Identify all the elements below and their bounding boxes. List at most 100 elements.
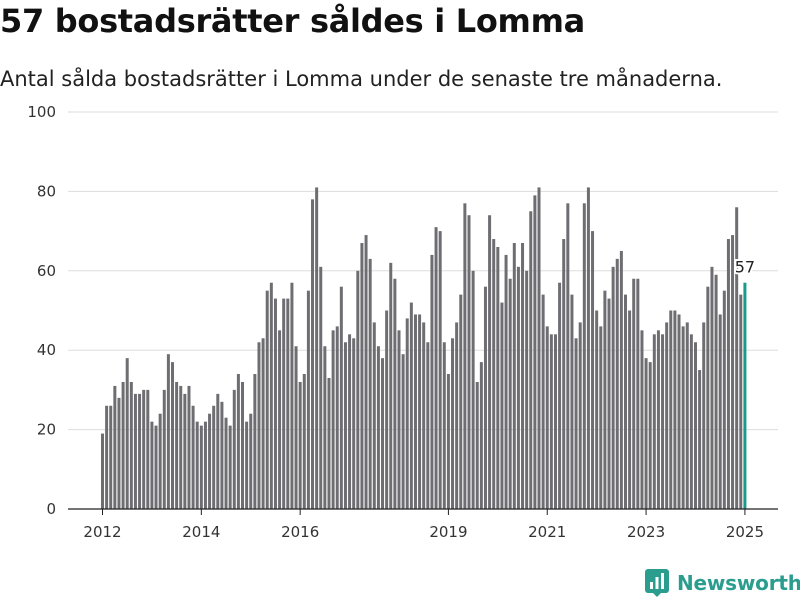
bar <box>117 397 121 509</box>
bar <box>125 358 129 509</box>
bar <box>315 187 319 509</box>
bar <box>393 278 397 509</box>
bar <box>438 231 442 509</box>
bar <box>364 235 368 509</box>
newsworthy-logo-icon <box>645 569 669 597</box>
bar <box>368 258 372 509</box>
bar <box>739 294 743 509</box>
bar <box>158 413 162 509</box>
bar <box>335 326 339 509</box>
bar <box>261 338 265 509</box>
bar <box>294 346 298 509</box>
bar-chart: 0 20 40 60 80 100 2012 2014 2016 2019 2021 2023 202… <box>27 103 778 541</box>
bar <box>405 318 409 509</box>
bar <box>228 425 232 509</box>
bar <box>463 203 467 509</box>
x-tick-label: 2012 <box>83 523 121 541</box>
bar <box>661 334 665 509</box>
bar <box>265 290 269 509</box>
bar <box>179 385 183 509</box>
bar <box>133 393 137 509</box>
y-axis-ticks: 0 20 40 60 80 100 <box>27 103 56 518</box>
bar <box>220 401 224 509</box>
bar <box>434 227 438 509</box>
bar <box>203 421 207 509</box>
bar <box>566 203 570 509</box>
bar <box>343 342 347 509</box>
bar <box>319 266 323 509</box>
bar <box>442 342 446 509</box>
bar <box>372 322 376 509</box>
bar <box>418 314 422 509</box>
bar <box>401 354 405 509</box>
bar <box>706 286 710 509</box>
x-tick-label: 2021 <box>528 523 566 541</box>
y-tick-label: 20 <box>37 421 56 439</box>
bar <box>241 381 245 509</box>
bar <box>714 274 718 509</box>
bar <box>525 270 529 509</box>
bar <box>278 330 282 509</box>
bar <box>154 425 158 509</box>
bar <box>521 243 525 509</box>
bar <box>257 342 261 509</box>
bar <box>459 294 463 509</box>
bar-highlight <box>743 282 747 509</box>
newsworthy-brand[interactable]: Newsworthy <box>645 569 800 597</box>
bar <box>689 334 693 509</box>
bar <box>306 290 310 509</box>
bar <box>129 381 133 509</box>
bar <box>623 294 627 509</box>
bar <box>109 405 113 509</box>
bar <box>615 258 619 509</box>
chart-title: 57 bostadsrätter såldes i Lomma <box>0 2 585 40</box>
bar <box>253 374 257 509</box>
bar <box>586 187 590 509</box>
bar <box>541 294 545 509</box>
x-tick-label: 2016 <box>281 523 319 541</box>
bar <box>245 421 249 509</box>
x-tick-label: 2023 <box>627 523 665 541</box>
bar <box>224 417 228 509</box>
bar <box>669 310 673 509</box>
bar <box>533 195 537 509</box>
bar <box>644 358 648 509</box>
bar <box>298 381 302 509</box>
bar <box>558 282 562 509</box>
x-axis-ticks: 2012 2014 2016 2019 2021 2023 2025 <box>83 509 764 541</box>
bar <box>356 270 360 509</box>
bar <box>652 334 656 509</box>
bar <box>496 246 500 510</box>
y-tick-label: 40 <box>37 341 56 359</box>
bar <box>619 250 623 509</box>
bar <box>430 254 434 509</box>
bar <box>269 282 273 509</box>
bar <box>529 211 533 509</box>
bar <box>582 203 586 509</box>
bar <box>249 413 253 509</box>
bar <box>665 322 669 509</box>
data-labels: 57 <box>733 256 757 279</box>
bar <box>183 393 187 509</box>
bar <box>603 290 607 509</box>
bar <box>537 187 541 509</box>
bar <box>446 374 450 509</box>
bar <box>681 326 685 509</box>
x-tick-label: 2014 <box>182 523 220 541</box>
bar <box>327 377 331 509</box>
bar <box>570 294 574 509</box>
bar <box>352 338 356 509</box>
bar <box>290 282 294 509</box>
bar <box>389 262 393 509</box>
bar <box>286 298 290 509</box>
bar <box>698 370 702 509</box>
bar <box>479 362 483 509</box>
bar <box>397 330 401 509</box>
bar <box>574 338 578 509</box>
bar <box>113 385 117 509</box>
bar <box>195 421 199 509</box>
bar <box>426 342 430 509</box>
bar <box>381 358 385 509</box>
bar <box>101 433 104 509</box>
bar <box>731 235 735 509</box>
